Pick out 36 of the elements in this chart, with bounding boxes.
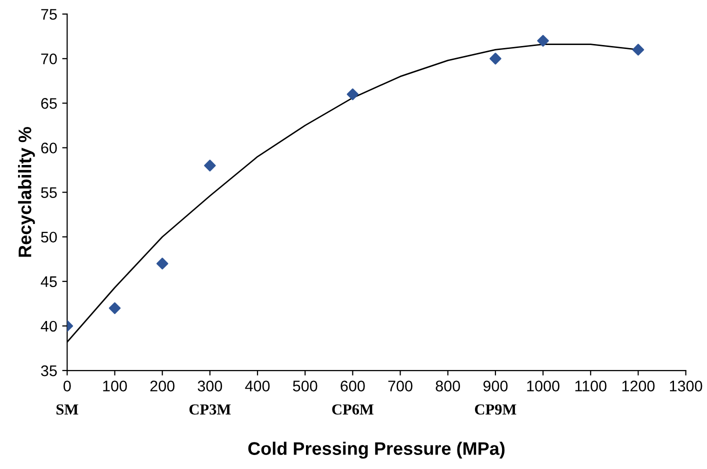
x-tick-label: 300 [198,380,222,392]
x-tick-label: 600 [340,380,365,392]
x-tick-label: 1300 [670,380,702,392]
text: CP9M [474,404,516,415]
y-tick-label: 70 [41,53,57,64]
x-tick-label: 1000 [527,380,560,392]
point [490,52,502,65]
y-tick-label: 50 [41,232,57,243]
point [108,302,121,314]
x-tick-label: 100 [103,380,127,392]
text: CP6M [332,404,374,415]
y-tick-label: 60 [41,142,57,154]
point [537,34,549,47]
text: SM [56,404,78,415]
x-tick-label: 800 [436,380,460,392]
x-tick-label: 900 [483,380,508,392]
x-axis-title: Cold Pressing Pressure (MPa) [248,442,505,459]
y-tick-label: 75 [41,9,57,20]
y-tick-label: 40 [40,320,57,332]
y-tick-label: 65 [41,98,57,109]
x-tick-label: 1100 [575,380,606,392]
x-tick-label: 700 [388,380,412,392]
y-tick-label: 45 [40,276,57,288]
text: CP3M [189,404,231,415]
point [632,44,644,56]
y-axis-title: Recyclability % [18,127,35,257]
x-tick-label: 400 [245,380,270,392]
point [346,88,359,100]
x-tick-label: 200 [150,380,174,392]
y-tick-label: 55 [41,187,57,198]
y-tick-label: 35 [41,365,57,376]
point [156,258,168,270]
point [204,160,216,172]
x-tick-label: 0 [64,380,71,392]
x-tick-label: 500 [292,380,318,392]
x-tick-label: 1200 [622,380,655,392]
